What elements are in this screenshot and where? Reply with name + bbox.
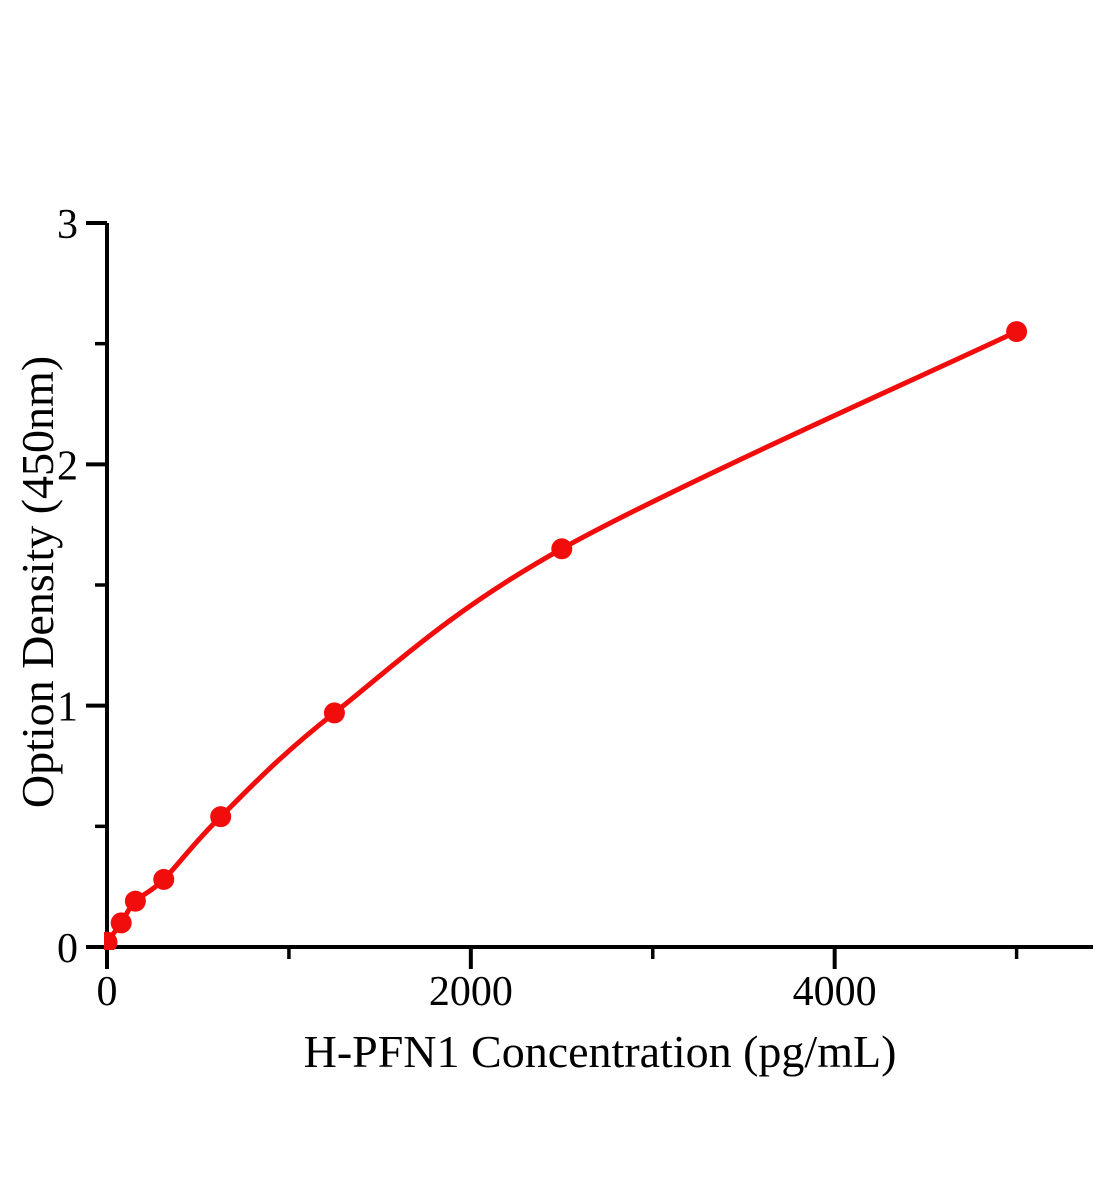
axis-spines xyxy=(105,223,1093,949)
x-axis-title: H-PFN1 Concentration (pg/mL) xyxy=(303,1026,897,1077)
data-point xyxy=(1006,321,1028,343)
curve-line xyxy=(104,329,1020,945)
y-tick-label: 3 xyxy=(57,202,78,248)
data-point xyxy=(124,890,146,912)
y-tick-label: 0 xyxy=(57,926,78,972)
data-point xyxy=(210,806,232,828)
x-tick-label: 2000 xyxy=(429,969,513,1015)
tick-labels: 0 1 2 3 0 2000 4000 xyxy=(57,202,877,1015)
y-tick-label: 1 xyxy=(57,685,78,731)
standard-curve-series xyxy=(104,321,1028,950)
y-tick-label: 2 xyxy=(57,443,78,489)
x-tick-label: 4000 xyxy=(793,969,877,1015)
axes xyxy=(86,221,1093,969)
y-axis-title: Option Density (450nm) xyxy=(12,355,63,809)
data-point xyxy=(551,538,573,560)
data-point xyxy=(110,912,132,934)
data-point xyxy=(323,702,345,724)
data-point xyxy=(153,868,175,890)
x-tick-label: 0 xyxy=(97,969,118,1015)
data-point xyxy=(104,931,118,950)
